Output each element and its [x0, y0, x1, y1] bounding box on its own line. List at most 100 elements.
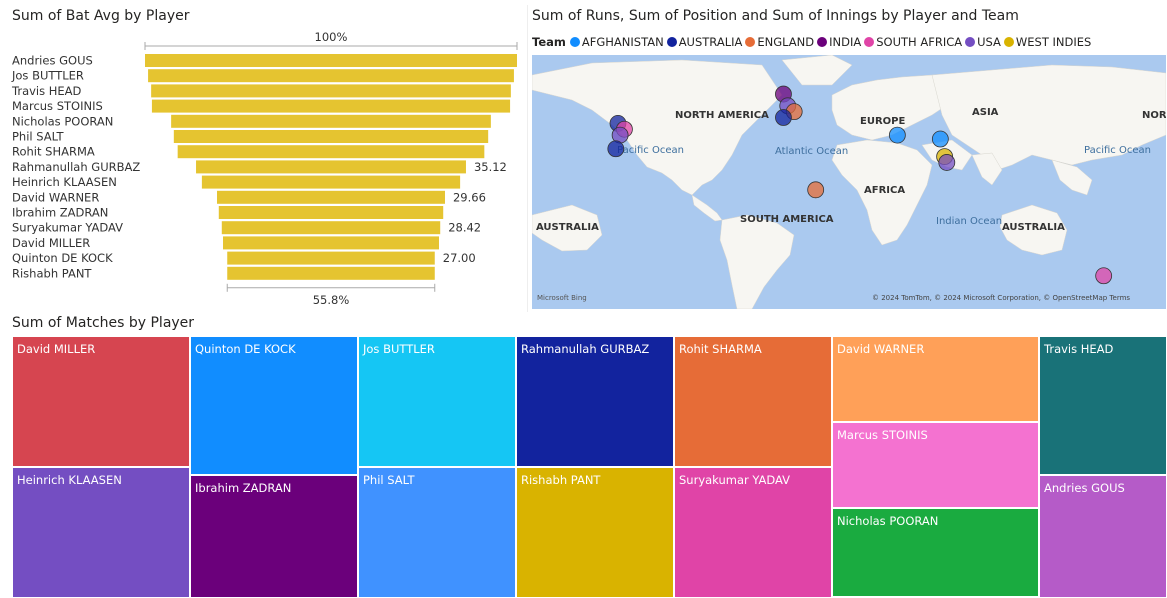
- legend-item[interactable]: AFGHANISTAN: [569, 35, 664, 49]
- legend-swatch: [965, 37, 976, 47]
- treemap-tile[interactable]: Phil SALT: [358, 467, 516, 598]
- funnel-bar[interactable]: [201, 175, 461, 189]
- map-canvas[interactable]: NORTH AMERICA EUROPE ASIA NORT Pacific O…: [532, 55, 1166, 309]
- funnel-bar[interactable]: [196, 160, 466, 174]
- funnel-data-label: 28.42: [448, 221, 481, 235]
- treemap-tile[interactable]: Suryakumar YADAV: [674, 467, 832, 598]
- treemap-tile[interactable]: Nicholas POORAN: [832, 508, 1039, 597]
- funnel-bar[interactable]: [221, 221, 441, 235]
- funnel-bar[interactable]: [177, 145, 485, 159]
- label-indian-ocean: Indian Ocean: [936, 216, 1002, 227]
- funnel-chart: 100% Andries GOUS Jos BUTTLER Travis HEAD Ma…: [0, 25, 525, 310]
- treemap-tile[interactable]: Rohit SHARMA: [674, 336, 832, 467]
- funnel-bar[interactable]: [227, 266, 435, 280]
- treemap-tile[interactable]: Quinton DE KOCK: [190, 336, 358, 475]
- legend-title: Team: [532, 35, 566, 49]
- label-north-america: NORTH AMERICA: [675, 110, 769, 121]
- map-svg: NORTH AMERICA EUROPE ASIA NORT Pacific O…: [532, 55, 1166, 309]
- funnel-bar[interactable]: [145, 54, 517, 67]
- funnel-data-label: 35.12: [474, 160, 507, 174]
- treemap-tile[interactable]: Heinrich KLAASEN: [12, 467, 190, 598]
- label-australia-west: AUSTRALIA: [536, 222, 599, 233]
- treemap-tile[interactable]: Andries GOUS: [1039, 475, 1167, 598]
- funnel-top-label: 100%: [315, 30, 348, 44]
- map-bubbles: [607, 85, 1113, 285]
- map-bubble[interactable]: [775, 109, 792, 126]
- treemap-tile-label: Andries GOUS: [1044, 481, 1125, 495]
- legend-label: AFGHANISTAN: [581, 35, 664, 49]
- legend-item[interactable]: WEST INDIES: [1003, 35, 1091, 49]
- legend-item[interactable]: USA: [965, 35, 1001, 49]
- legend-label: INDIA: [829, 35, 862, 49]
- legend-label: AUSTRALIA: [678, 35, 743, 49]
- map-bubble[interactable]: [1095, 267, 1113, 285]
- land-australia-west: [532, 204, 603, 252]
- treemap-tile-label: Rahmanullah GURBAZ: [521, 342, 650, 356]
- funnel-category-label: Andries GOUS: [12, 54, 93, 68]
- label-pacific-ocean-east: Pacific Ocean: [1084, 145, 1151, 156]
- map-bubble[interactable]: [607, 140, 625, 158]
- treemap: David MILLER Heinrich KLAASEN Quinton DE K…: [12, 336, 1167, 598]
- treemap-tile-label: Ibrahim ZADRAN: [195, 481, 292, 495]
- funnel-category-label: Heinrich KLAASEN: [12, 175, 117, 189]
- land-africa: [831, 139, 933, 246]
- treemap-tile[interactable]: Travis HEAD: [1039, 336, 1167, 475]
- land-masses: [532, 55, 1166, 309]
- treemap-tile-label: Phil SALT: [363, 473, 415, 487]
- funnel-category-label: Rohit SHARMA: [12, 145, 95, 159]
- funnel-bar[interactable]: [173, 130, 489, 143]
- funnel-bar[interactable]: [151, 99, 511, 113]
- map-bubble[interactable]: [888, 126, 906, 144]
- funnel-bar[interactable]: [218, 206, 444, 219]
- land-greenland: [781, 55, 853, 86]
- map-attribution: © 2024 TomTom, © 2024 Microsoft Corporat…: [872, 294, 1130, 302]
- treemap-tile[interactable]: Jos BUTTLER: [358, 336, 516, 467]
- treemap-tile[interactable]: Marcus STOINIS: [832, 422, 1039, 508]
- map-bubble[interactable]: [938, 154, 956, 171]
- land-asia: [931, 64, 1166, 171]
- label-pacific-ocean-west: Pacific Ocean: [617, 145, 684, 156]
- map-bubble[interactable]: [931, 130, 949, 148]
- funnel-data-label: 29.66: [453, 190, 486, 204]
- treemap-tile-label: David WARNER: [837, 342, 925, 356]
- funnel-category-label: Travis HEAD: [11, 84, 82, 98]
- legend-swatch: [864, 37, 875, 47]
- land-europe: [831, 74, 953, 141]
- funnel-bar[interactable]: [227, 251, 435, 265]
- funnel-category-label: David MILLER: [12, 236, 90, 250]
- label-africa: AFRICA: [864, 185, 905, 196]
- land-south-america: [719, 214, 795, 309]
- land-central-america: [691, 194, 723, 222]
- bing-logo: Microsoft Bing: [537, 294, 587, 302]
- funnel-data-label: 27.00: [443, 251, 476, 265]
- funnel-bar[interactable]: [223, 236, 439, 250]
- funnel-bar[interactable]: [151, 84, 511, 98]
- legend-item[interactable]: SOUTH AFRICA: [864, 35, 962, 49]
- legend-item[interactable]: INDIA: [817, 35, 861, 49]
- label-asia: ASIA: [972, 107, 999, 118]
- legend-item[interactable]: ENGLAND: [745, 35, 814, 49]
- legend-swatch: [745, 37, 756, 47]
- funnel-bar[interactable]: [148, 69, 514, 83]
- map-bubble[interactable]: [807, 181, 825, 199]
- map-legend: Team AFGHANISTAN AUSTRALIA ENGLAND INDIA SOU…: [532, 35, 1094, 49]
- label-south-america: SOUTH AMERICA: [740, 214, 834, 225]
- funnel-bar[interactable]: [171, 114, 491, 128]
- funnel-category-label: Phil SALT: [12, 130, 64, 144]
- treemap-tile[interactable]: Rahmanullah GURBAZ: [516, 336, 674, 467]
- treemap-tile[interactable]: David WARNER: [832, 336, 1039, 422]
- legend-item[interactable]: AUSTRALIA: [666, 35, 743, 49]
- treemap-title: Sum of Matches by Player: [12, 315, 195, 331]
- treemap-tile-label: Rishabh PANT: [521, 473, 601, 487]
- treemap-tile-label: Travis HEAD: [1044, 342, 1114, 356]
- funnel-bar[interactable]: [217, 190, 445, 204]
- funnel-category-label: Suryakumar YADAV: [12, 221, 123, 235]
- treemap-tile-label: Suryakumar YADAV: [679, 473, 791, 487]
- treemap-tile[interactable]: Ibrahim ZADRAN: [190, 475, 358, 598]
- land-north-america: [532, 59, 783, 196]
- treemap-tile[interactable]: Rishabh PANT: [516, 467, 674, 598]
- treemap-tile[interactable]: David MILLER: [12, 336, 190, 467]
- label-nort: NORT: [1142, 110, 1166, 121]
- label-australia: AUSTRALIA: [1002, 222, 1065, 233]
- legend-swatch: [666, 37, 677, 47]
